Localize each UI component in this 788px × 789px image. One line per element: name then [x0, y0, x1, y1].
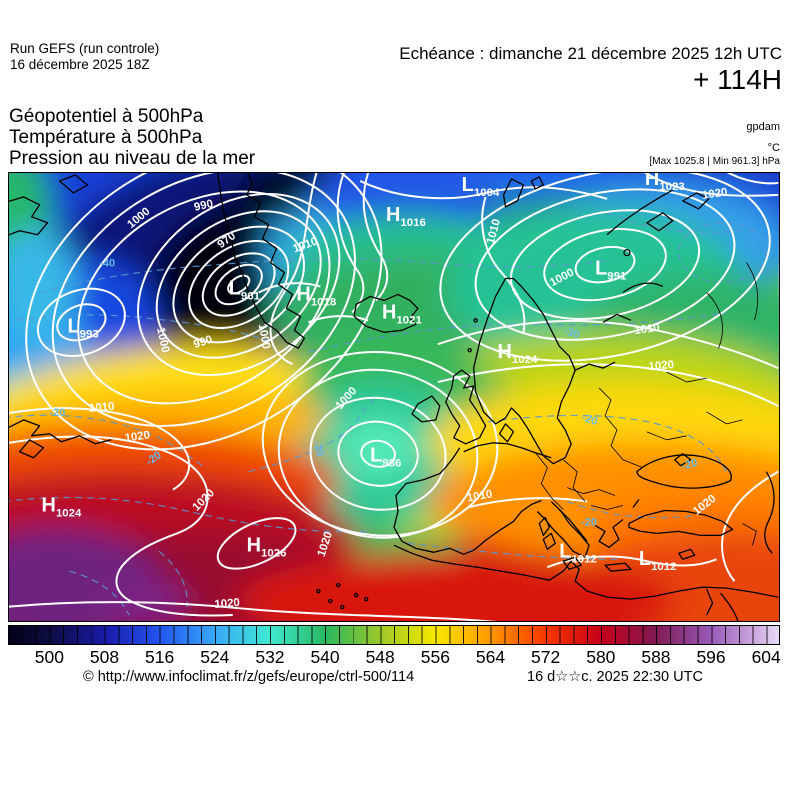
svg-text:-20: -20	[581, 516, 597, 528]
generation-time: 16 d☆☆c. 2025 22:30 UTC	[527, 669, 703, 685]
validity-time: Echéance : dimanche 21 décembre 2025 12h…	[399, 44, 782, 63]
color-scale-tick: 596	[696, 647, 726, 667]
param-mslp: Pression au niveau de la mer	[9, 148, 256, 169]
pressure-center-label: H1021	[382, 301, 422, 326]
svg-text:1020: 1020	[214, 597, 240, 611]
svg-text:-30: -30	[562, 326, 580, 342]
pressure-center-label: L991	[595, 258, 627, 283]
color-scale-tick: 564	[475, 647, 506, 667]
color-scale-tick: 516	[145, 647, 175, 667]
color-scale-tick: 556	[420, 647, 450, 667]
pressure-extremes: [Max 1025.8 | Min 961.3] hPa	[649, 156, 780, 167]
color-scale-tick: 532	[255, 647, 285, 667]
unit-celsius: °C	[767, 142, 780, 154]
svg-text:990: 990	[192, 334, 214, 351]
pressure-centers: L993 L961 H1018 H1016 L1004 H1023 H1021 …	[42, 173, 685, 573]
pressure-center-label: H1018	[296, 283, 336, 308]
map-canvas: 990 1000 970 1000 990 1010 1010 1000 101…	[8, 172, 780, 622]
svg-text:-40: -40	[99, 258, 115, 270]
color-scale-cells	[9, 626, 779, 644]
pressure-center-label: L1004	[462, 174, 500, 199]
color-scale-ticks: 500 508 516 524 532 540 548 556 564 572 580 588 596 6…	[8, 647, 781, 669]
svg-text:1000: 1000	[154, 326, 171, 353]
unit-gpdam: gpdam	[746, 121, 780, 133]
color-scale-tick: 580	[586, 647, 616, 667]
pressure-center-label: L1012	[639, 548, 677, 573]
svg-text:1010: 1010	[89, 401, 115, 415]
svg-text:-20: -20	[680, 457, 698, 473]
weather-map: 990 1000 970 1000 990 1010 1010 1000 101…	[9, 173, 779, 621]
pressure-center-label: H1023	[645, 173, 685, 193]
color-scale-tick: 548	[365, 647, 395, 667]
color-field	[9, 173, 779, 621]
pressure-center-label: L993	[67, 315, 98, 340]
pressure-center-label: L986	[370, 445, 401, 470]
pressure-center-label: L961	[229, 277, 261, 302]
color-scale-tick: 508	[89, 647, 120, 667]
svg-text:1020: 1020	[701, 186, 728, 201]
pressure-center-label: H1016	[386, 204, 426, 229]
run-label: Run GEFS (run controle)	[10, 41, 160, 56]
svg-text:-20: -20	[580, 411, 599, 428]
svg-text:-20: -20	[50, 407, 66, 419]
isotherm-labels: -40 -30 -20 -20 -20 -20 -20 -20	[50, 258, 699, 529]
color-scale-tick: 604	[751, 647, 781, 667]
copyright-url: © http://www.infoclimat.fr/z/gefs/europe…	[83, 669, 415, 685]
color-scale-tick: 572	[531, 647, 561, 667]
color-scale	[8, 625, 780, 645]
param-geopotential: Géopotentiel à 500hPa	[9, 106, 204, 127]
svg-text:-20: -20	[310, 439, 326, 457]
color-scale-tick: 524	[200, 647, 230, 667]
run-date: 16 décembre 2025 18Z	[10, 57, 150, 72]
forecast-hour: + 114H	[693, 64, 782, 95]
pressure-center-label: L1012	[559, 540, 597, 565]
svg-text:1010: 1010	[466, 488, 493, 504]
color-scale-tick: 540	[310, 647, 340, 667]
svg-text:1020: 1020	[648, 359, 674, 373]
svg-text:990: 990	[193, 198, 214, 214]
svg-text:1010: 1010	[634, 322, 661, 337]
coastlines	[9, 173, 779, 621]
svg-text:1000: 1000	[256, 323, 272, 350]
svg-text:1020: 1020	[124, 429, 151, 444]
pressure-center-label: H1024	[498, 341, 538, 366]
pressure-center-label: H1024	[42, 494, 82, 519]
param-temperature: Température à 500hPa	[9, 127, 203, 148]
color-scale-tick: 588	[641, 647, 671, 667]
pressure-center-label: H1026	[247, 534, 287, 559]
color-scale-tick: 500	[34, 647, 64, 667]
